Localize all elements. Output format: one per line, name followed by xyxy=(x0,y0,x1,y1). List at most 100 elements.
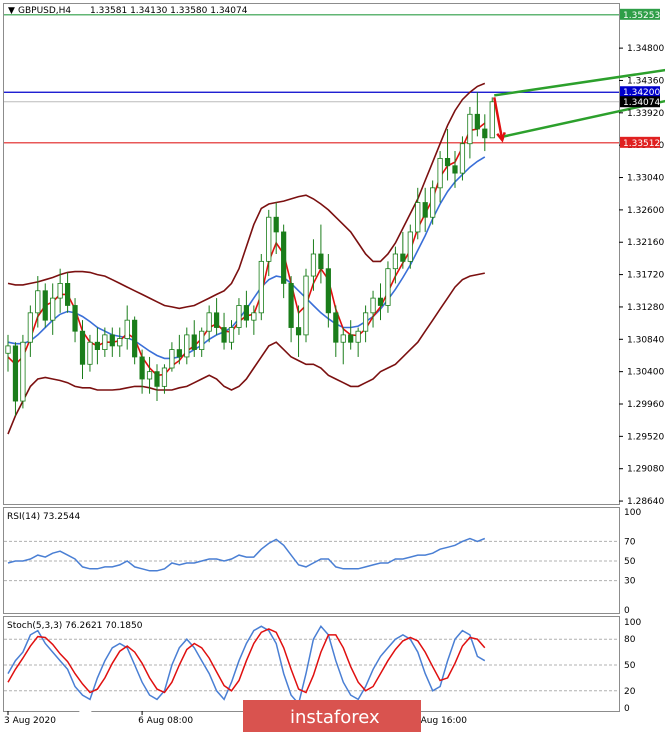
candle-body xyxy=(50,297,56,321)
candle xyxy=(340,327,346,365)
candle xyxy=(400,231,406,269)
forecast-arrow xyxy=(494,68,665,97)
candle-body xyxy=(243,305,249,321)
candle xyxy=(333,305,339,357)
stoch-panel: 100 80 50 20 0 xyxy=(4,618,641,714)
indicator-tick-label: 30 xyxy=(624,577,636,587)
chart-ohlc: 1.33581 1.34130 1.33580 1.34074 xyxy=(90,6,248,16)
candle-body xyxy=(318,253,324,270)
candle-body xyxy=(139,356,145,380)
candle xyxy=(407,224,413,269)
candle xyxy=(415,187,421,240)
price-label: 1.34074 xyxy=(620,96,660,108)
candle-body xyxy=(117,338,123,347)
indicator-tick-label: 80 xyxy=(624,635,636,645)
candle-body xyxy=(213,312,220,328)
candle xyxy=(184,327,190,365)
candle xyxy=(199,327,205,357)
indicator-tick-label: 70 xyxy=(624,537,636,547)
collapse-icon[interactable]: ▼ xyxy=(8,6,15,16)
candle-body xyxy=(146,371,153,380)
time-tick-label: 3 Aug 2020 xyxy=(4,716,56,726)
candle-body xyxy=(273,216,279,233)
candle-body xyxy=(489,101,495,139)
price-label: 1.33512 xyxy=(620,136,660,149)
price-label: 1.34200 xyxy=(620,86,660,98)
candle-body xyxy=(12,345,19,402)
candle xyxy=(221,312,227,350)
candle-body xyxy=(5,345,11,354)
candle xyxy=(303,268,309,343)
candle xyxy=(87,334,93,372)
candle xyxy=(57,268,63,313)
price-tick-label: 1.30840 xyxy=(627,335,664,345)
candle xyxy=(295,305,302,357)
indicator-tick-label: 0 xyxy=(624,606,630,616)
candle xyxy=(281,224,287,299)
candle-body xyxy=(221,327,227,343)
candle-body xyxy=(385,268,391,306)
candle-body xyxy=(191,334,197,350)
price-tick-label: 1.28640 xyxy=(627,497,664,507)
candle xyxy=(310,239,317,291)
candle xyxy=(132,316,138,365)
indicator-series-line xyxy=(7,628,486,694)
candle-body xyxy=(132,319,138,358)
candle-body xyxy=(79,330,86,365)
candle-body xyxy=(377,297,384,306)
candle xyxy=(236,298,242,335)
candle-body xyxy=(35,290,41,314)
candle-body xyxy=(415,202,421,233)
candle xyxy=(154,364,160,402)
candle-body xyxy=(176,349,182,358)
candle-body xyxy=(325,268,331,314)
candle-body xyxy=(20,341,26,402)
candle-body xyxy=(355,330,361,343)
price-axis: 1.348001.343601.339201.334801.330401.326… xyxy=(619,8,664,507)
candle-body xyxy=(370,297,376,314)
candle-body xyxy=(474,113,480,130)
rsi-panel-frame xyxy=(3,507,620,614)
price-label-text: 1.34200 xyxy=(623,88,660,98)
candle-body xyxy=(303,275,309,336)
candle xyxy=(251,305,257,335)
main-panel-frame xyxy=(3,3,620,505)
candle-body xyxy=(407,231,413,262)
candle xyxy=(35,276,41,328)
candle xyxy=(437,151,443,203)
price-label-box xyxy=(620,8,660,20)
candle-body xyxy=(161,367,168,387)
candle xyxy=(362,305,369,343)
price-label-text: 1.33512 xyxy=(623,139,660,149)
rsi-panel: 100 70 50 30 0 xyxy=(4,508,641,616)
forecast-arrow xyxy=(503,99,665,138)
price-label-box xyxy=(620,96,660,108)
candle-body xyxy=(154,371,160,387)
indicator-series-line xyxy=(7,625,486,706)
candle-body xyxy=(94,341,100,350)
candle xyxy=(385,261,391,313)
candle xyxy=(79,320,86,379)
price-label-text: 1.34074 xyxy=(623,98,660,108)
candle xyxy=(452,151,458,188)
candle-body xyxy=(169,349,175,369)
candle-body xyxy=(57,283,63,299)
candle xyxy=(191,320,197,357)
price-tick-label: 1.29080 xyxy=(627,465,664,475)
indicator-series-line xyxy=(7,537,486,572)
candle xyxy=(355,327,361,357)
candle xyxy=(206,305,212,343)
candle xyxy=(94,327,100,365)
candle xyxy=(243,290,249,328)
candle-body xyxy=(124,319,130,339)
candle-body xyxy=(295,327,302,336)
candle-body xyxy=(333,312,339,343)
candle xyxy=(422,187,428,232)
candle-body xyxy=(281,231,287,284)
candle xyxy=(161,364,168,394)
price-tick-label: 1.33920 xyxy=(627,109,664,119)
candle-body xyxy=(482,128,488,139)
candle xyxy=(348,320,354,350)
candle xyxy=(377,283,384,321)
candle xyxy=(228,320,235,350)
